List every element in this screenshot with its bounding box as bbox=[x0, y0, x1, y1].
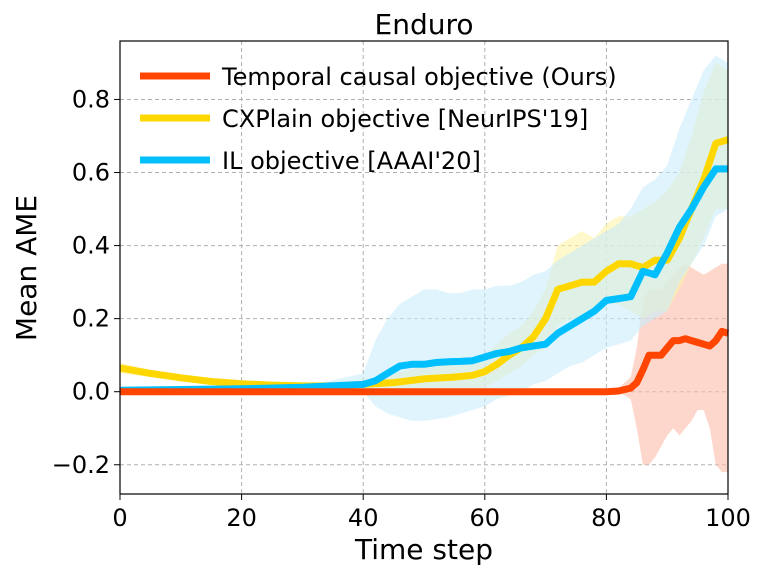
x-tick-label: 100 bbox=[705, 504, 751, 532]
series-line-1 bbox=[120, 327, 730, 396]
x-axis-label: Time step bbox=[354, 533, 493, 566]
y-tick-label: 0.2 bbox=[72, 305, 110, 333]
legend-label-2: CXPlain objective [NeurIPS'19] bbox=[222, 105, 588, 133]
confidence-bands bbox=[120, 55, 728, 473]
y-tick-label: 0.4 bbox=[72, 232, 110, 260]
series-line-3 bbox=[119, 165, 728, 394]
x-axis-ticks: 0 20 40 60 80 100 bbox=[112, 494, 751, 532]
chart-title: Enduro bbox=[375, 8, 474, 41]
legend: Temporal causal objective (Ours) CXPlain … bbox=[140, 63, 617, 175]
y-tick-label: −0.2 bbox=[52, 451, 110, 479]
y-tick-label: 0.0 bbox=[72, 378, 110, 406]
x-tick-label: 80 bbox=[591, 504, 622, 532]
y-axis-label: Mean AME bbox=[10, 195, 43, 341]
legend-label-1: Temporal causal objective (Ours) bbox=[221, 63, 617, 91]
y-axis-ticks: −0.2 0.0 0.2 0.4 0.6 0.8 bbox=[52, 85, 120, 479]
series-lines bbox=[119, 136, 730, 396]
x-tick-label: 60 bbox=[470, 504, 501, 532]
legend-label-3: IL objective [AAAI'20] bbox=[222, 147, 481, 175]
x-tick-label: 40 bbox=[348, 504, 379, 532]
y-tick-label: 0.8 bbox=[72, 85, 110, 113]
confidence-band-3 bbox=[120, 55, 728, 421]
y-tick-label: 0.6 bbox=[72, 159, 110, 187]
x-tick-label: 20 bbox=[226, 504, 257, 532]
x-tick-label: 0 bbox=[112, 504, 127, 532]
plot-frame bbox=[119, 40, 729, 495]
